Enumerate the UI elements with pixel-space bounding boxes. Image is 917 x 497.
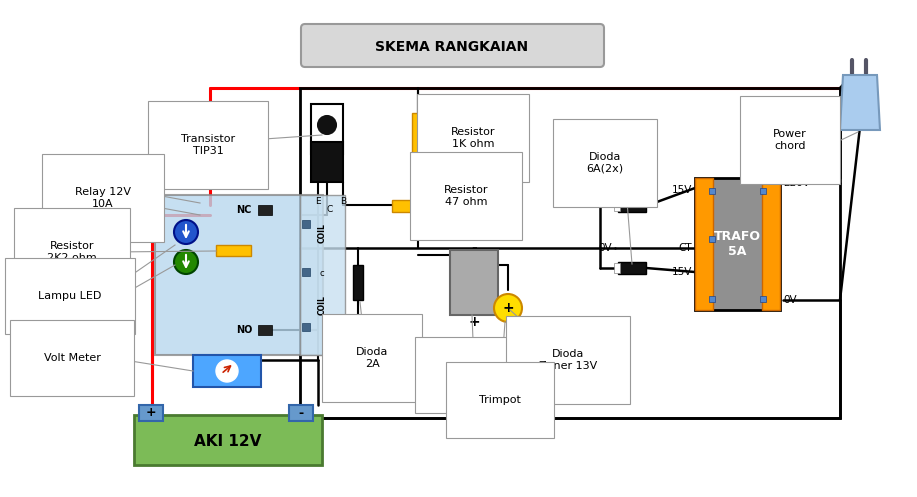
Bar (709, 188, 715, 194)
Bar (289, 405, 313, 421)
Bar (155, 195, 323, 355)
Bar (139, 405, 163, 421)
Text: NC: NC (237, 205, 251, 215)
Text: E: E (315, 197, 321, 206)
FancyBboxPatch shape (301, 24, 604, 67)
Bar (302, 220, 310, 228)
Bar (760, 188, 766, 194)
Text: +: + (503, 301, 514, 315)
Bar (258, 205, 272, 215)
Text: Transistor
TIP31: Transistor TIP31 (181, 134, 235, 156)
Bar (193, 355, 261, 387)
Circle shape (174, 220, 198, 244)
Circle shape (494, 294, 522, 322)
Bar (412, 113, 424, 155)
Bar (614, 201, 620, 211)
Bar (614, 263, 620, 273)
Text: -: - (298, 407, 304, 419)
Text: +: + (146, 407, 156, 419)
Bar (695, 178, 713, 310)
Text: NO: NO (236, 325, 252, 335)
Text: Lampu LED: Lampu LED (39, 291, 102, 301)
Bar (392, 200, 437, 212)
Text: COIL: COIL (317, 223, 326, 243)
Bar (311, 104, 343, 154)
Text: c: c (320, 268, 325, 277)
Text: -: - (471, 241, 477, 255)
Bar (618, 262, 646, 274)
Text: Resistor
1K ohm: Resistor 1K ohm (451, 127, 495, 149)
Bar (311, 142, 343, 182)
Bar (300, 88, 840, 418)
Bar (353, 265, 363, 300)
Text: AKI 12V: AKI 12V (194, 433, 261, 448)
Text: Elco 100uf: Elco 100uf (448, 370, 507, 380)
Bar (450, 250, 498, 315)
Text: 220V: 220V (783, 178, 810, 188)
Text: COIL: COIL (317, 295, 326, 315)
Bar (302, 268, 310, 276)
Bar (709, 296, 715, 302)
Text: +: + (469, 315, 480, 329)
Text: B: B (340, 197, 346, 206)
Text: Resistor
2K2 ohm: Resistor 2K2 ohm (47, 241, 97, 263)
Text: 0V: 0V (598, 243, 612, 253)
Text: Dioda
6A(2x): Dioda 6A(2x) (587, 152, 624, 174)
Bar (302, 323, 310, 331)
Text: Volt Meter: Volt Meter (44, 353, 101, 363)
Bar (258, 325, 272, 335)
Bar (695, 178, 780, 310)
Text: 15V: 15V (671, 185, 692, 195)
Circle shape (216, 360, 238, 382)
Text: Dioda
2A: Dioda 2A (356, 347, 388, 369)
Text: TRAFO
5A: TRAFO 5A (714, 230, 761, 258)
Bar (300, 195, 345, 355)
Bar (618, 200, 646, 212)
Text: Resistor
47 ohm: Resistor 47 ohm (444, 185, 488, 207)
Text: 15V: 15V (671, 267, 692, 277)
Polygon shape (840, 75, 880, 130)
Text: Dioda
Zener 13V: Dioda Zener 13V (539, 349, 597, 371)
Text: Trimpot: Trimpot (479, 395, 521, 405)
Bar (709, 236, 715, 242)
Text: C: C (326, 205, 333, 214)
Bar (762, 178, 780, 310)
Circle shape (318, 116, 336, 134)
Bar (760, 296, 766, 302)
Text: Power
chord: Power chord (773, 129, 807, 151)
Circle shape (174, 250, 198, 274)
Text: SKEMA RANGKAIAN: SKEMA RANGKAIAN (375, 40, 528, 54)
Text: CT: CT (679, 243, 692, 253)
Text: 0V: 0V (783, 295, 797, 305)
Text: Relay 12V
10A: Relay 12V 10A (75, 187, 131, 209)
Bar (134, 415, 322, 465)
Bar (216, 245, 251, 256)
